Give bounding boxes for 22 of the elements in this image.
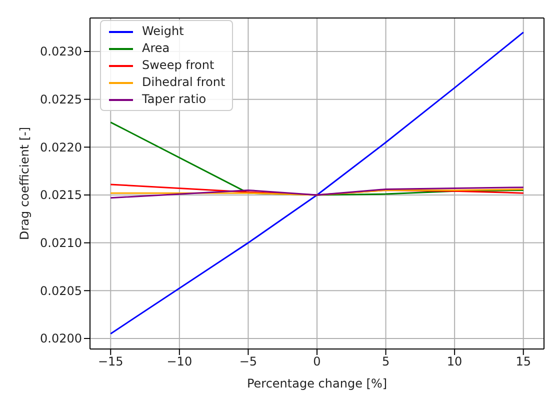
line-series — [110, 186, 524, 199]
x-tick-label: −5 — [239, 354, 258, 369]
y-tick-label: 0.0215 — [40, 188, 82, 202]
legend-label: Sweep front — [142, 57, 214, 74]
legend-label: Area — [142, 40, 170, 57]
legend-label: Weight — [142, 23, 184, 40]
x-tick-label: 15 — [516, 354, 532, 369]
y-tick-label: 0.0210 — [40, 236, 82, 250]
y-tick-label: 0.0230 — [40, 44, 82, 59]
y-tick-label: 0.0205 — [40, 284, 82, 298]
y-axis-title: Drag coefficient [-] — [17, 126, 32, 240]
legend-label: Taper ratio — [142, 91, 206, 108]
x-axis-title: Percentage change [%] — [246, 376, 388, 391]
x-tick-label: 0 — [313, 354, 321, 369]
legend-label: Dihedral front — [142, 74, 226, 91]
x-tick-label: −15 — [98, 354, 124, 369]
y-tick-label: 0.0225 — [40, 92, 82, 107]
y-tick-label: 0.0220 — [40, 140, 82, 154]
x-tick-label: −10 — [166, 354, 192, 369]
y-tick-label: 0.0200 — [40, 332, 82, 346]
x-tick-label: 5 — [382, 354, 390, 369]
x-tick-label: 10 — [446, 354, 462, 369]
